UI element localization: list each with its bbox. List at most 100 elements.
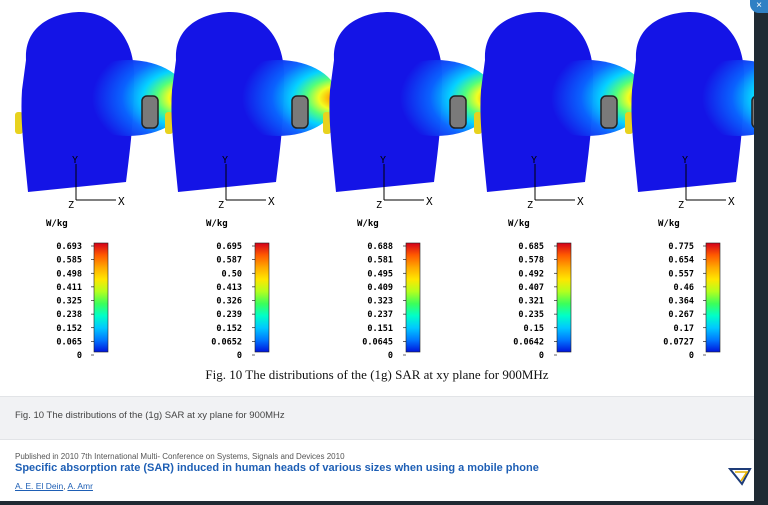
colorbar-tick-label: 0.15 — [524, 324, 544, 334]
colorbar-tick-label: 0.50 — [222, 269, 242, 279]
y-axis-label: Y — [682, 155, 688, 166]
colorbar-tick-label: 0.587 — [216, 256, 242, 266]
colorbar-tick-label: 0.17 — [674, 324, 694, 334]
sar-panel: Y Z X W/kg 0.693 0.585 0.498 0.411 0.325 0.238 0.1… — [15, 12, 188, 361]
colorbar-tick-label: 0.321 — [518, 297, 544, 307]
colorbar-unit: W/kg — [508, 219, 530, 229]
colorbar-tick-label: 0.235 — [518, 310, 544, 320]
colorbar-tick-label: 0.407 — [518, 283, 544, 293]
y-axis-label: Y — [531, 155, 537, 166]
x-axis-label: X — [728, 195, 735, 208]
y-axis-label: Y — [380, 155, 386, 166]
colorbar-tick-label: 0.413 — [216, 283, 242, 293]
z-axis-label: Z — [376, 200, 382, 211]
colorbar-tick-label: 0.0727 — [663, 337, 694, 347]
x-axis-label: X — [118, 195, 125, 208]
colorbar-tick-label: 0 — [77, 351, 82, 361]
phone-shape — [449, 95, 467, 129]
y-axis-label: Y — [222, 155, 228, 166]
caption-text: Fig. 10 The distributions of the (1g) SA… — [15, 410, 285, 421]
colorbar-tick-label: 0.065 — [56, 337, 82, 347]
colorbar-tick-label: 0.323 — [367, 297, 393, 307]
colorbar-tick-label: 0.411 — [56, 283, 82, 293]
colorbar-tick-label: 0.495 — [367, 269, 393, 279]
z-axis-label: Z — [218, 200, 224, 211]
sar-panel: Y Z X W/kg 0.775 0.654 0.557 0.46 0.364 0.267 0.17… — [625, 12, 754, 361]
sar-panel: Y Z X W/kg 0.688 0.581 0.495 0.409 0.323 0.237 0.1… — [323, 12, 496, 361]
colorbar-tick-label: 0.578 — [518, 256, 544, 266]
viewer-scroll-gutter — [754, 0, 768, 505]
colorbar-tick-label: 0.237 — [367, 310, 393, 320]
sar-hotspot — [218, 60, 338, 136]
publisher-logo-icon[interactable] — [728, 464, 752, 488]
colorbar-tick-label: 0.46 — [674, 283, 694, 293]
colorbar-tick-label: 0.152 — [56, 324, 82, 334]
colorbar-tick-label: 0.775 — [668, 242, 694, 252]
colorbar-tick-label: 0.152 — [216, 324, 242, 334]
author-list: A. E. El Dein, A. Amr — [15, 481, 93, 491]
colorbar — [254, 242, 270, 353]
colorbar-unit: W/kg — [357, 219, 379, 229]
colorbar-tick-label: 0.0652 — [211, 337, 242, 347]
x-axis-label: X — [268, 195, 275, 208]
colorbar-tick-label: 0 — [689, 351, 694, 361]
colorbar-tick-label: 0.364 — [668, 297, 694, 307]
colorbar-tick-label: 0.0645 — [362, 337, 393, 347]
colorbar-tick-label: 0.685 — [518, 242, 544, 252]
x-axis-label: X — [426, 195, 433, 208]
phone-shape — [291, 95, 309, 129]
sar-panel: Y Z X W/kg 0.695 0.587 0.50 0.413 0.326 0.239 0.15… — [165, 12, 338, 361]
colorbar-tick-label: 0.409 — [367, 283, 393, 293]
colorbar-tick-label: 0.238 — [56, 310, 82, 320]
colorbar — [405, 242, 421, 353]
colorbar-tick-label: 0.267 — [668, 310, 694, 320]
colorbar-tick-label: 0 — [388, 351, 393, 361]
figure-image: Y Z X W/kg 0.693 0.585 0.498 0.411 0.325 0.238 0.1… — [15, 12, 754, 382]
colorbar-tick-label: 0.0642 — [513, 337, 544, 347]
colorbar-tick-label: 0.688 — [367, 242, 393, 252]
published-info: Published in 2010 7th International Mult… — [15, 452, 345, 461]
author-separator: , — [63, 481, 68, 491]
colorbar-tick-label: 0.151 — [367, 324, 393, 334]
sar-panel: Y Z X W/kg 0.685 0.578 0.492 0.407 0.321 0.235 0.1… — [474, 12, 647, 361]
colorbar-tick-label: 0.557 — [668, 269, 694, 279]
colorbar-tick-label: 0.581 — [367, 256, 393, 266]
ear-shape — [323, 112, 331, 134]
viewer-bottom-edge — [0, 501, 768, 505]
phone-shape — [600, 95, 618, 129]
colorbar-tick-label: 0 — [539, 351, 544, 361]
colorbar-unit: W/kg — [206, 219, 228, 229]
ear-shape — [165, 112, 173, 134]
colorbar-tick-label: 0.654 — [668, 256, 694, 266]
colorbar — [705, 242, 721, 353]
colorbar-tick-label: 0.695 — [216, 242, 242, 252]
figure-inline-caption: Fig. 10 The distributions of the (1g) SA… — [205, 367, 549, 382]
colorbar-tick-label: 0.585 — [56, 256, 82, 266]
author-link[interactable]: A. E. El Dein — [15, 481, 64, 491]
z-axis-label: Z — [68, 200, 74, 211]
sar-figure: Y Z X W/kg 0.693 0.585 0.498 0.411 0.325 0.238 0.1… — [15, 12, 754, 361]
colorbar-tick-label: 0.498 — [56, 269, 82, 279]
colorbar-tick-label: 0 — [237, 351, 242, 361]
colorbar-tick-label: 0.239 — [216, 310, 242, 320]
close-icon[interactable]: × — [750, 0, 768, 13]
phone-shape — [141, 95, 159, 129]
ear-shape — [15, 112, 23, 134]
z-axis-label: Z — [678, 200, 684, 211]
colorbar-tick-label: 0.693 — [56, 242, 82, 252]
author-link[interactable]: A. Amr — [67, 481, 93, 491]
colorbar-unit: W/kg — [46, 219, 68, 229]
paper-meta: Published in 2010 7th International Mult… — [0, 441, 754, 501]
paper-title-link[interactable]: Specific absorption rate (SAR) induced i… — [15, 462, 539, 474]
colorbar-tick-label: 0.492 — [518, 269, 544, 279]
colorbar — [93, 242, 109, 353]
z-axis-label: Z — [527, 200, 533, 211]
ear-shape — [474, 112, 482, 134]
sar-hotspot — [678, 60, 754, 136]
phone-shape — [751, 96, 754, 128]
colorbar-tick-label: 0.326 — [216, 297, 242, 307]
colorbar-unit: W/kg — [658, 219, 680, 229]
colorbar-tick-label: 0.325 — [56, 297, 82, 307]
y-axis-label: Y — [72, 155, 78, 166]
